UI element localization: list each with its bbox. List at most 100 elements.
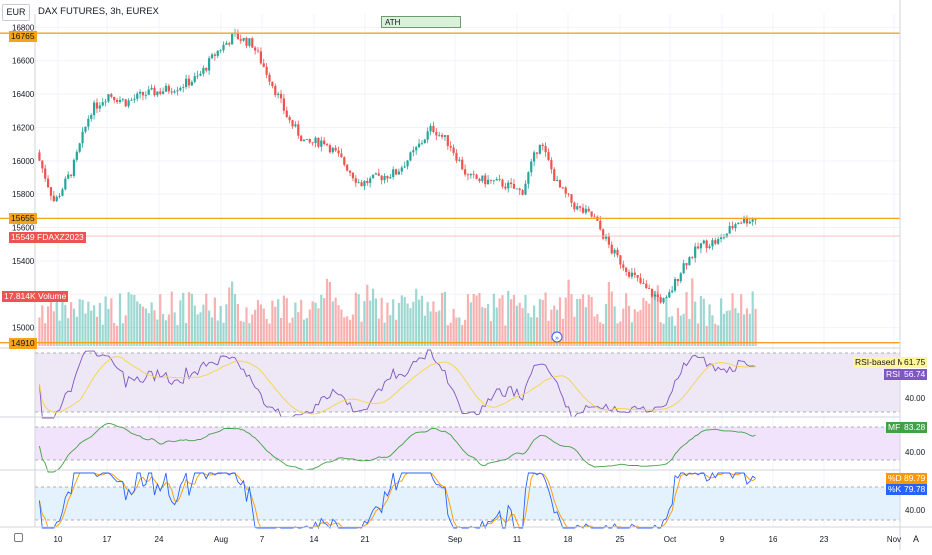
time-axis-label: 25 — [616, 535, 625, 544]
volume-bar — [150, 302, 153, 346]
price-axis-label: 16200 — [12, 123, 35, 132]
candle-body — [579, 206, 582, 208]
volume-bar — [400, 295, 403, 346]
candle-body — [504, 186, 507, 189]
volume-bar — [162, 313, 165, 346]
candle-body — [587, 208, 590, 212]
stoch-d-value: 79.78 — [902, 484, 928, 495]
candle-body — [420, 143, 424, 144]
volume-bar — [251, 314, 254, 346]
volume-bar — [472, 293, 475, 346]
volume-bar — [279, 317, 283, 346]
candle-body — [256, 50, 260, 52]
volume-bar — [406, 303, 409, 346]
candle-body — [639, 277, 642, 284]
volume-bar — [383, 322, 386, 346]
candle-body — [81, 131, 84, 144]
candle-body — [113, 96, 116, 101]
candle-body — [446, 135, 449, 146]
candle-body — [426, 131, 429, 140]
volume-bar — [518, 302, 521, 346]
volume-bar — [541, 299, 544, 346]
candle-body — [400, 167, 403, 172]
candle-body — [360, 182, 363, 187]
volume-bar — [133, 294, 136, 346]
rsi-value: 56.74 — [902, 369, 928, 380]
volume-bar — [466, 294, 470, 346]
candle-body — [49, 187, 53, 196]
candle-body — [668, 292, 671, 298]
time-axis-label: Sep — [448, 535, 463, 544]
candle-body — [492, 180, 495, 182]
candle-body — [348, 170, 352, 173]
currency-button[interactable]: EUR — [2, 4, 30, 21]
timezone-corner-icon[interactable] — [14, 533, 23, 542]
volume-bar — [228, 287, 231, 346]
candle-body — [610, 244, 613, 254]
candle-body — [124, 99, 127, 107]
candle-body — [440, 134, 444, 137]
volume-bar — [386, 302, 389, 346]
volume-bar — [320, 294, 323, 346]
volume-bar — [138, 303, 142, 346]
rsi-line — [38, 349, 756, 419]
volume-bar — [302, 319, 306, 346]
price-axis-label: 15600 — [12, 224, 35, 233]
candle-body — [90, 115, 93, 119]
candle-body — [696, 246, 700, 249]
volume-bar — [44, 323, 47, 346]
candle-body — [541, 144, 544, 147]
rsi-title: RSI — [884, 369, 903, 380]
volume-bar — [199, 312, 202, 346]
candle-body — [576, 206, 579, 210]
candle-body — [331, 147, 334, 153]
candle-body — [262, 63, 265, 67]
volume-bar — [366, 284, 369, 346]
volume-bar — [58, 320, 61, 346]
candle-body — [231, 33, 234, 45]
candle-body — [417, 143, 421, 148]
volume-bar — [426, 301, 429, 346]
volume-bar — [144, 308, 147, 346]
candle-body — [389, 177, 392, 179]
candle-body — [702, 240, 705, 244]
candle-body — [55, 196, 58, 202]
volume-bar — [274, 306, 277, 346]
volume-bar — [325, 278, 329, 346]
volume-bar — [550, 309, 553, 346]
volume-bar — [633, 309, 636, 346]
volume-bar — [46, 306, 50, 346]
volume-bar — [95, 316, 99, 346]
candle-body — [478, 178, 481, 182]
candle-body — [259, 51, 262, 64]
candle-body — [107, 94, 110, 102]
volume-bar — [590, 297, 593, 346]
volume-bar — [305, 318, 309, 346]
volume-bar — [115, 325, 119, 346]
candle-body — [170, 91, 173, 93]
volume-bar — [254, 309, 257, 346]
volume-bar — [118, 293, 122, 346]
indicator-band — [35, 487, 900, 520]
volume-bar — [354, 292, 357, 346]
candle-body — [443, 135, 447, 137]
time-axis-label: 16 — [769, 535, 778, 544]
candle-body — [737, 222, 740, 225]
candle-body — [159, 91, 162, 94]
horizontal-levels[interactable] — [0, 32, 900, 344]
auto-scale-button[interactable]: A — [913, 534, 920, 544]
candle-body — [507, 182, 510, 189]
price-axis-label: 15000 — [12, 324, 35, 333]
ath-annotation[interactable]: ATH — [381, 16, 461, 28]
volume-bar — [380, 297, 383, 346]
volume-bar — [581, 294, 585, 346]
candle-body — [383, 175, 386, 181]
candle-body — [72, 159, 76, 176]
volume-bar — [351, 314, 355, 346]
volume-bar — [501, 295, 504, 346]
volume-bar — [348, 319, 352, 346]
candle-body — [708, 246, 711, 248]
